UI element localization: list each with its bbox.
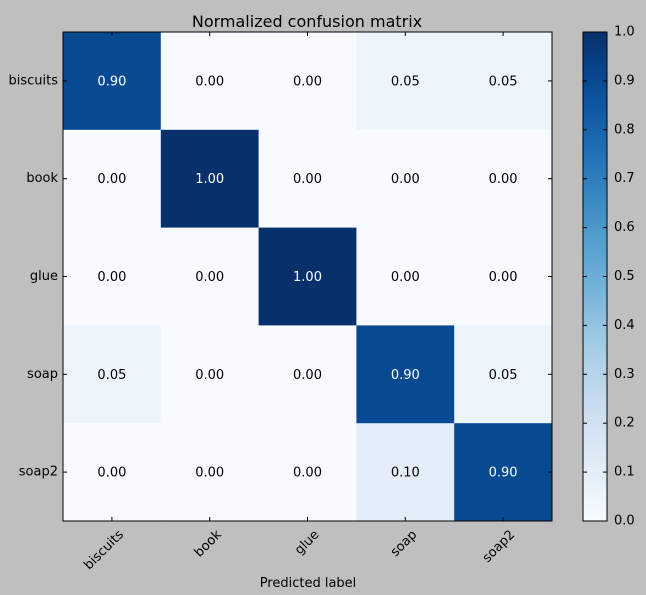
cell-value-label: 0.00 bbox=[293, 172, 322, 187]
heatmap-cell bbox=[63, 129, 162, 229]
cell-value-label: 0.00 bbox=[293, 74, 322, 89]
heatmap-cell bbox=[160, 227, 260, 326]
y-tick-label: glue bbox=[30, 269, 58, 284]
heatmap-cell bbox=[160, 129, 260, 229]
heatmap-cell bbox=[454, 423, 553, 522]
colorbar-tick-label: 0.0 bbox=[614, 514, 635, 529]
y-tick-label: soap bbox=[27, 367, 58, 382]
colorbar-tick-label: 0.4 bbox=[614, 318, 635, 333]
colorbar-tick-label: 0.7 bbox=[614, 171, 635, 186]
heatmap-cell bbox=[160, 325, 260, 424]
cell-value-label: 0.00 bbox=[489, 172, 518, 187]
colorbar-tick-label: 0.3 bbox=[614, 367, 635, 382]
heatmap-cell bbox=[63, 227, 162, 326]
heatmap-cell bbox=[258, 325, 357, 424]
y-tick-label: soap2 bbox=[19, 465, 58, 480]
heatmap-cell bbox=[454, 129, 553, 229]
cell-value-label: 0.05 bbox=[489, 74, 518, 89]
colorbar-tick-label: 0.2 bbox=[614, 416, 635, 431]
heatmap-cell bbox=[160, 423, 260, 522]
heatmap-cell bbox=[454, 32, 553, 131]
heatmap-cell bbox=[454, 227, 553, 326]
colorbar-tick-label: 0.1 bbox=[614, 465, 635, 480]
cell-value-label: 0.90 bbox=[391, 368, 420, 383]
heatmap-cell bbox=[356, 423, 455, 522]
colorbar-tick-label: 0.8 bbox=[614, 122, 635, 137]
cell-value-label: 1.00 bbox=[195, 172, 224, 187]
cell-value-label: 0.00 bbox=[391, 270, 420, 285]
cell-value-label: 0.00 bbox=[195, 466, 224, 481]
cell-value-label: 0.00 bbox=[97, 270, 126, 285]
cell-value-label: 0.90 bbox=[97, 74, 126, 89]
chart-title: Normalized confusion matrix bbox=[192, 12, 422, 31]
heatmap-cell bbox=[258, 129, 357, 229]
cell-value-label: 0.05 bbox=[391, 74, 420, 89]
y-tick-label: biscuits bbox=[8, 73, 58, 88]
heatmap-cell bbox=[356, 129, 455, 229]
cell-value-label: 0.00 bbox=[195, 74, 224, 89]
heatmap-cell bbox=[258, 423, 357, 522]
heatmap-cell bbox=[63, 32, 162, 131]
heatmap-cell-labels: 0.90 0.00 0.00 0.05 0.05 0.00 1.00 0.00 0.00 0.00… bbox=[97, 74, 517, 480]
cell-value-label: 0.00 bbox=[195, 270, 224, 285]
y-axis-ticks: biscuits book glue soap soap2 bbox=[8, 73, 552, 480]
cell-value-label: 0.00 bbox=[97, 466, 126, 481]
heatmap-cells bbox=[63, 32, 553, 522]
heatmap-cell bbox=[258, 227, 357, 326]
cell-value-label: 0.00 bbox=[489, 270, 518, 285]
colorbar: 0.0 0.1 0.2 0.3 0.4 0.5 0.6 0.7 0.8 0.9 1.0 bbox=[582, 25, 635, 529]
heatmap-cell bbox=[356, 32, 455, 131]
heatmap-cell bbox=[454, 325, 553, 424]
colorbar-tick-label: 0.6 bbox=[614, 220, 635, 235]
heatmap-cell bbox=[356, 227, 455, 326]
heatmap-cell bbox=[356, 325, 455, 424]
cell-value-label: 0.00 bbox=[195, 368, 224, 383]
cell-value-label: 1.00 bbox=[293, 270, 322, 285]
x-axis-label: Predicted label bbox=[260, 576, 357, 591]
cell-value-label: 0.00 bbox=[391, 172, 420, 187]
cell-value-label: 0.90 bbox=[489, 466, 518, 481]
heatmap-cell bbox=[63, 325, 162, 424]
colorbar-tick-label: 0.9 bbox=[614, 73, 635, 88]
heatmap-cell bbox=[160, 32, 260, 131]
heatmap-cell bbox=[258, 32, 357, 131]
heatmap-cell bbox=[63, 423, 162, 522]
colorbar-tick-label: 1.0 bbox=[614, 25, 635, 40]
cell-value-label: 0.00 bbox=[293, 466, 322, 481]
cell-value-label: 0.00 bbox=[97, 172, 126, 187]
cell-value-label: 0.00 bbox=[293, 368, 322, 383]
cell-value-label: 0.05 bbox=[489, 368, 518, 383]
cell-value-label: 0.05 bbox=[97, 368, 126, 383]
cell-value-label: 0.10 bbox=[391, 466, 420, 481]
y-tick-label: book bbox=[26, 171, 58, 186]
colorbar-tick-label: 0.5 bbox=[614, 269, 635, 284]
